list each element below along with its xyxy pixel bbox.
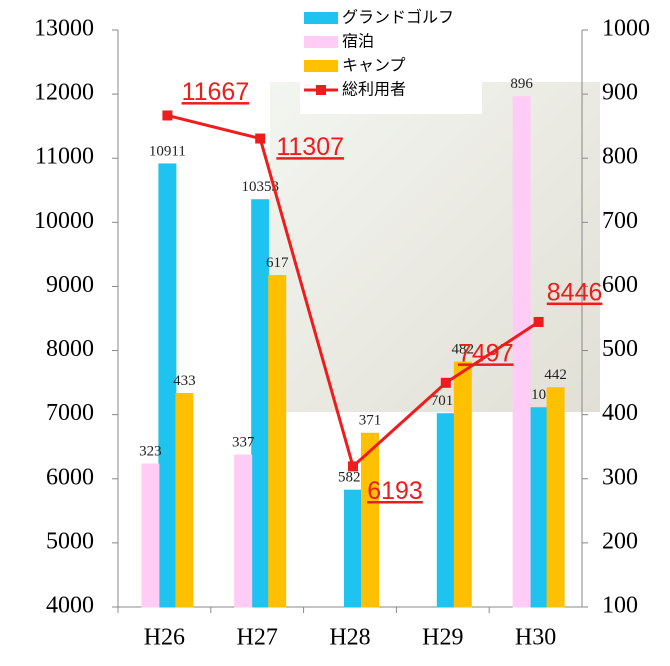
y2-tick-label: 600 — [602, 272, 638, 298]
data-label: 617 — [266, 255, 289, 271]
background-photo — [270, 82, 600, 412]
bar — [362, 433, 379, 607]
y2-tick-label: 300 — [602, 464, 638, 490]
y-tick-label: 8000 — [46, 336, 94, 362]
x-tick-label: H27 — [237, 625, 278, 651]
y-tick-label: 11000 — [35, 144, 94, 170]
bar — [513, 97, 530, 607]
x-tick-label: H29 — [422, 625, 463, 651]
bar — [345, 490, 362, 607]
x-tick-label: H30 — [515, 625, 556, 651]
data-label: 11667 — [182, 78, 250, 106]
line-marker — [348, 461, 358, 471]
y-tick-label: 10000 — [34, 208, 94, 234]
bar — [547, 388, 564, 607]
y2-tick-label: 500 — [602, 336, 638, 362]
line-marker — [441, 378, 451, 388]
x-tick-label: H28 — [329, 625, 370, 651]
line-marker — [534, 317, 544, 327]
y2-tick-label: 200 — [602, 528, 638, 554]
bar — [437, 414, 454, 607]
legend-label: キャンプ — [342, 56, 406, 75]
y-tick-label: 4000 — [46, 593, 94, 619]
bar — [454, 362, 471, 607]
y-tick-label: 9000 — [46, 272, 94, 298]
legend-marker — [316, 85, 326, 95]
y-tick-label: 7000 — [46, 400, 94, 426]
chart: 4000 5000 6000 7000 8000 9000 10000 11000 12000 1… — [0, 0, 670, 661]
y2-tick-label: 1000 — [602, 16, 650, 42]
legend-label: 総利用者 — [342, 80, 406, 99]
data-label: 7497 — [458, 339, 514, 367]
y2-tick-label: 900 — [602, 80, 638, 106]
legend-swatch — [304, 36, 338, 48]
data-label: 6193 — [367, 477, 423, 505]
legend-label: グランドゴルフ — [342, 8, 454, 27]
data-label: 323 — [139, 443, 162, 459]
y-tick-label: 13000 — [34, 16, 94, 42]
data-label: 371 — [359, 413, 382, 429]
bar — [530, 408, 547, 607]
x-tick-label: H26 — [144, 625, 185, 651]
bar — [176, 394, 193, 607]
bar — [142, 464, 159, 607]
y2-tick-label: 100 — [602, 593, 638, 619]
legend-swatch — [304, 12, 338, 24]
data-label: 10911 — [149, 143, 186, 159]
y-tick-label: 6000 — [46, 464, 94, 490]
data-label: 896 — [510, 76, 533, 92]
data-label: 433 — [173, 373, 196, 389]
y-tick-label: 5000 — [46, 528, 94, 554]
data-label: 11307 — [276, 133, 344, 161]
y2-tick-label: 700 — [602, 208, 638, 234]
bar — [269, 276, 286, 607]
data-label: 8446 — [547, 279, 603, 307]
y-tick-label: 12000 — [34, 80, 94, 106]
line-marker — [162, 110, 172, 120]
line-marker — [255, 134, 265, 144]
bar — [235, 455, 252, 607]
data-label: 337 — [232, 434, 255, 450]
data-label: 442 — [544, 367, 567, 383]
y2-tick-label: 800 — [602, 144, 638, 170]
y2-tick-label: 400 — [602, 400, 638, 426]
legend-swatch — [304, 60, 338, 72]
legend-label: 宿泊 — [342, 32, 374, 51]
